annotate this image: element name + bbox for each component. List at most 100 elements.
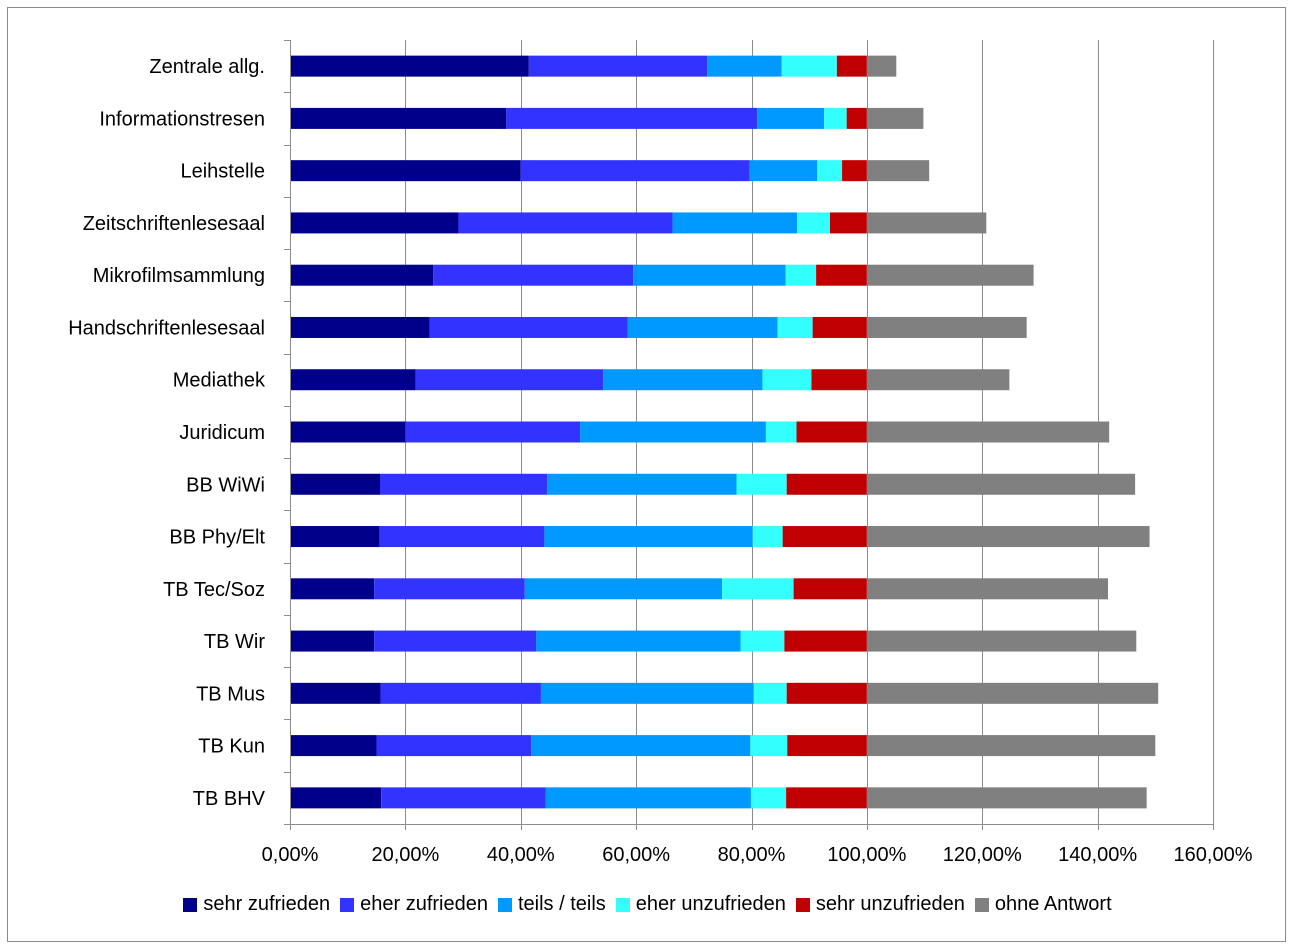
axes [284,40,1214,830]
bar-segment-ohne-antwort [866,421,1110,443]
legend-swatch [183,897,198,912]
bar-segment-ohne-antwort [866,526,1150,548]
bar-segment-ohne-antwort [866,735,1156,757]
bar-segment-eher-unzufrieden [797,212,830,234]
bar-segment-sehr-zufrieden [290,107,507,129]
bar-segment-eher-zufrieden [376,735,532,757]
legend-swatch [340,897,355,912]
bar-segment-eher-zufrieden [520,160,750,182]
bar-segment-sehr-zufrieden [290,264,434,286]
bar-segment-sehr-unzufrieden [793,578,867,600]
bar-segment-ohne-antwort [866,264,1034,286]
legend-swatch [974,897,989,912]
bar-segment-ohne-antwort [866,316,1027,338]
x-tick-label: 0,00% [262,844,319,866]
legend-item: sehr unzufrieden [795,893,965,916]
bar-segment-eher-unzufrieden [781,55,837,77]
bar-segment-ohne-antwort [866,682,1159,704]
legend-swatch [615,897,630,912]
bar-segment-teils-teils [627,316,778,338]
bar-segment-sehr-zufrieden [290,682,381,704]
category-label: TB Kun [198,736,265,758]
category-label: TB Tec/Soz [163,579,265,601]
bar-segment-teils-teils [524,578,723,600]
category-label: Mediathek [173,370,266,392]
legend-item: ohne Antwort [974,893,1112,916]
bar-segment-eher-unzufrieden [765,421,797,443]
bar-segment-eher-zufrieden [528,55,708,77]
legend-label: eher zufrieden [360,893,488,915]
bar-segment-sehr-zufrieden [290,735,377,757]
bar-segment-eher-unzufrieden [817,160,843,182]
category-label: TB Mus [196,683,265,705]
bar-segment-eher-unzufrieden [740,630,785,652]
bar-segment-eher-zufrieden [433,264,634,286]
bar-segment-teils-teils [545,787,751,809]
x-tick-label: 20,00% [371,844,439,866]
bar-segment-sehr-unzufrieden [796,421,867,443]
category-label: Handschriftenlesesaal [68,317,265,339]
bar-segment-sehr-unzufrieden [811,369,867,391]
bar-segment-sehr-zufrieden [290,369,416,391]
bar-segment-sehr-zufrieden [290,473,380,495]
axis-labels: 0,00% 20,00% 40,00% 60,00% 80,00% 100,00% 120,… [68,56,1252,866]
category-label: BB WiWi [186,474,265,496]
bar-segment-eher-zufrieden [379,473,548,495]
legend-item: teils / teils [497,893,606,916]
bar-segment-ohne-antwort [866,473,1136,495]
x-tick-label: 140,00% [1058,844,1137,866]
bar-segment-sehr-unzufrieden [782,526,867,548]
bar-segment-eher-zufrieden [374,578,525,600]
bar-segment-sehr-unzufrieden [784,630,867,652]
bar-segment-teils-teils [544,526,753,548]
bar-segment-sehr-unzufrieden [846,107,867,129]
bar-segment-eher-zufrieden [379,526,545,548]
bar-segment-teils-teils [633,264,786,286]
bar-segment-sehr-zufrieden [290,55,529,77]
bar-segment-sehr-unzufrieden [836,55,867,77]
bar-segment-eher-unzufrieden [785,264,817,286]
bar-segment-ohne-antwort [866,107,924,129]
bar-segment-sehr-unzufrieden [842,160,867,182]
category-label: Zentrale allg. [149,56,265,78]
bar-segment-sehr-zufrieden [290,160,521,182]
bar-segment-teils-teils [536,630,741,652]
bar-segment-eher-zufrieden [374,630,537,652]
legend-swatch [497,897,512,912]
category-label: Juridicum [179,422,265,444]
bar-segment-teils-teils [749,160,818,182]
bar-segment-ohne-antwort [866,369,1010,391]
bar-segment-eher-unzufrieden [762,369,812,391]
category-label: TB Wir [204,631,265,653]
x-tick-label: 40,00% [487,844,555,866]
bar-segment-sehr-unzufrieden [786,682,867,704]
bar-segment-eher-zufrieden [458,212,673,234]
bar-segment-teils-teils [603,369,763,391]
bar-segment-eher-zufrieden [506,107,758,129]
bar-segment-teils-teils [540,682,754,704]
bar-segment-sehr-unzufrieden [829,212,867,234]
category-label: Mikrofilmsammlung [93,265,265,287]
bar-segment-sehr-unzufrieden [786,787,867,809]
legend-item: eher zufrieden [340,893,488,916]
legend: sehr zufrieden eher zufrieden teils / teil… [0,893,1295,916]
legend-label: eher unzufrieden [635,893,786,915]
bars [290,55,1159,809]
x-tick-label: 120,00% [943,844,1022,866]
bar-segment-ohne-antwort [866,212,987,234]
x-tick-label: 160,00% [1174,844,1253,866]
bar-segment-eher-unzufrieden [750,735,788,757]
legend-swatch [795,897,810,912]
bar-segment-teils-teils [757,107,825,129]
bar-segment-eher-unzufrieden [736,473,787,495]
x-tick-label: 100,00% [827,844,906,866]
bar-segment-ohne-antwort [866,630,1137,652]
category-label: Informationstresen [99,108,265,130]
bar-segment-sehr-zufrieden [290,787,382,809]
bar-segment-teils-teils [580,421,766,443]
bar-segment-ohne-antwort [866,55,897,77]
bar-segment-eher-zufrieden [405,421,581,443]
bar-segment-sehr-zufrieden [290,526,380,548]
bar-segment-teils-teils [547,473,737,495]
